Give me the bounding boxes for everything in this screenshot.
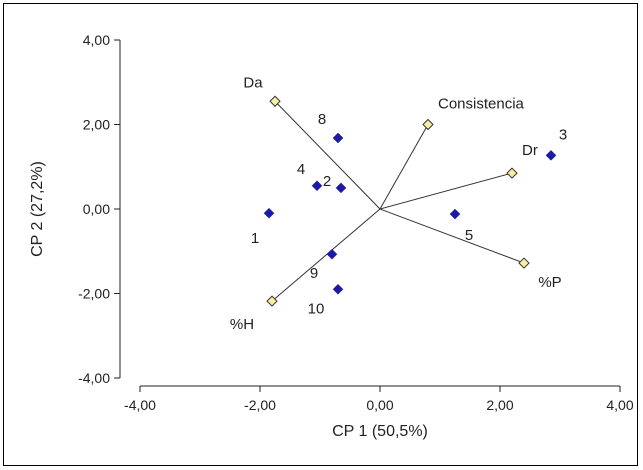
observation-label: 4	[297, 161, 305, 178]
x-tick-label: 0,00	[366, 397, 393, 413]
vector-line	[379, 172, 513, 210]
vector-marker	[269, 95, 281, 107]
axes-group	[119, 40, 620, 387]
observation-label: 10	[308, 300, 325, 317]
observation-points-group: 1 2 3 4 5 8 9 10	[251, 111, 567, 317]
vector-label: Consistencia	[438, 96, 525, 113]
x-axis-label: CP 1 (50,5%)	[332, 423, 428, 440]
vector-label: %P	[538, 274, 561, 291]
observation-label: 1	[251, 230, 259, 247]
observation-point	[332, 132, 344, 144]
vector-label: Dr	[522, 142, 538, 159]
vector-line	[379, 208, 525, 264]
observation-point	[449, 208, 461, 220]
chart-frame	[3, 3, 638, 466]
y-tick-label: -2,00	[78, 286, 110, 302]
y-ticks-group: 4,00 2,00 0,00 -2,00 -4,00	[78, 32, 120, 386]
x-tick-label: 4,00	[606, 397, 633, 413]
observation-label: 2	[323, 173, 331, 190]
observation-label: 9	[310, 265, 318, 282]
x-ticks-group: -4,00 -2,00 0,00 2,00 4,00	[124, 386, 634, 413]
vector-label: %H	[230, 316, 254, 333]
y-axis-label: CP 2 (27,2%)	[29, 161, 46, 257]
x-tick-label: -4,00	[124, 397, 156, 413]
x-tick-label: 2,00	[486, 397, 513, 413]
y-tick-label: 0,00	[83, 201, 110, 217]
observation-point	[326, 248, 338, 260]
y-tick-label: 2,00	[83, 117, 110, 133]
vector-marker	[518, 257, 530, 269]
y-tick-label: -4,00	[78, 370, 110, 386]
vector-label: Da	[243, 74, 263, 91]
vector-line	[271, 208, 381, 302]
vector-marker	[506, 167, 518, 179]
y-tick-label: 4,00	[83, 32, 110, 48]
observation-point	[335, 182, 347, 194]
vector-marker	[266, 295, 278, 307]
observation-point	[263, 207, 275, 219]
vector-line	[379, 124, 429, 210]
observation-point	[545, 149, 557, 161]
observation-label: 8	[318, 111, 326, 128]
variable-vectors-group: Da Consistencia Dr %P %H	[230, 74, 562, 333]
vector-line	[274, 100, 381, 210]
observation-point	[311, 180, 323, 192]
observation-point	[332, 283, 344, 295]
vector-marker	[422, 118, 434, 131]
x-tick-label: -2,00	[244, 397, 276, 413]
observation-label: 5	[465, 227, 473, 244]
observation-label: 3	[559, 126, 567, 143]
